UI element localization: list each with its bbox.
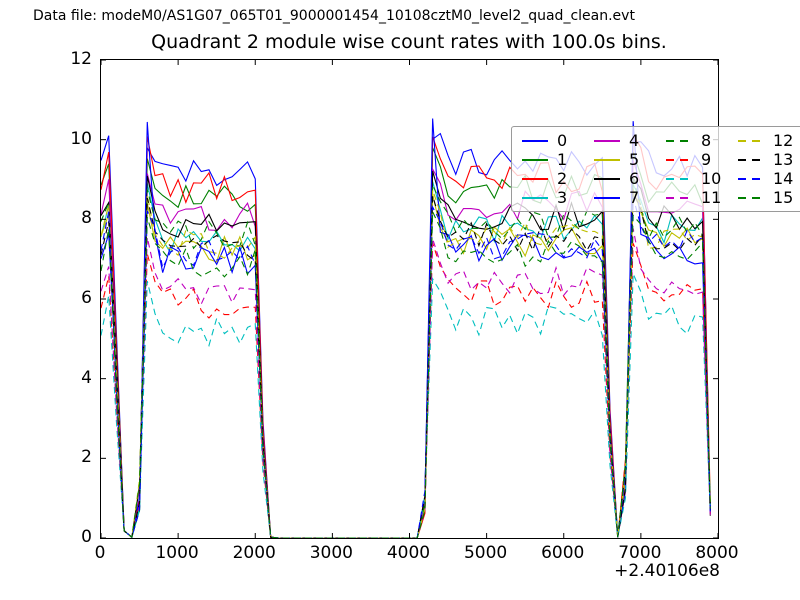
legend-item-5: 5 bbox=[594, 150, 666, 169]
y-tick-label-0: 0 bbox=[81, 527, 92, 547]
legend-label-4: 4 bbox=[629, 130, 640, 150]
legend-label-2: 2 bbox=[557, 168, 568, 188]
legend-item-4: 4 bbox=[594, 131, 666, 150]
legend-label-12: 12 bbox=[773, 130, 794, 150]
series-line-5 bbox=[101, 189, 711, 538]
x-tick-label-8000: 8000 bbox=[695, 543, 739, 563]
series-line-6 bbox=[101, 170, 711, 538]
legend-item-12: 12 bbox=[738, 131, 800, 150]
legend-line-swatch-2 bbox=[522, 177, 548, 180]
legend-item-6: 6 bbox=[594, 169, 666, 188]
legend-line-swatch-15 bbox=[738, 196, 764, 199]
legend-item-7: 7 bbox=[594, 188, 666, 207]
legend-label-11: 11 bbox=[701, 187, 722, 207]
series-line-9 bbox=[101, 242, 711, 538]
y-tick-label-4: 4 bbox=[81, 367, 92, 388]
legend-item-8: 8 bbox=[666, 131, 738, 150]
series-line-3 bbox=[101, 181, 711, 538]
legend-label-10: 10 bbox=[701, 168, 722, 188]
legend-item-13: 13 bbox=[738, 150, 800, 169]
legend-item-9: 9 bbox=[666, 150, 738, 169]
legend-item-14: 14 bbox=[738, 169, 800, 188]
legend-label-14: 14 bbox=[773, 168, 794, 188]
legend-label-3: 3 bbox=[557, 187, 568, 207]
legend-line-swatch-6 bbox=[594, 177, 620, 180]
legend-item-15: 15 bbox=[738, 188, 800, 207]
legend-line-swatch-12 bbox=[738, 139, 764, 142]
legend-label-5: 5 bbox=[629, 149, 640, 169]
legend-line-swatch-10 bbox=[666, 177, 692, 180]
y-tick-label-6: 6 bbox=[81, 288, 92, 308]
series-line-13 bbox=[101, 192, 711, 538]
legend-item-10: 10 bbox=[666, 169, 738, 188]
legend-label-6: 6 bbox=[629, 168, 640, 188]
legend-line-swatch-8 bbox=[666, 139, 692, 142]
legend-item-3: 3 bbox=[522, 188, 594, 207]
legend-line-swatch-4 bbox=[594, 139, 620, 142]
x-axis-offset-label: +2.40106e8 bbox=[614, 561, 720, 581]
legend-line-swatch-1 bbox=[522, 158, 548, 161]
legend-item-11: 11 bbox=[666, 188, 738, 207]
x-tick-label-4000: 4000 bbox=[386, 543, 431, 563]
legend-line-swatch-7 bbox=[594, 196, 620, 199]
legend-label-1: 1 bbox=[557, 149, 568, 169]
legend-line-swatch-3 bbox=[522, 196, 548, 199]
legend-label-15: 15 bbox=[773, 187, 794, 207]
legend-item-1: 1 bbox=[522, 150, 594, 169]
series-line-11 bbox=[101, 228, 711, 538]
legend-label-8: 8 bbox=[701, 130, 712, 150]
legend-item-0: 0 bbox=[522, 131, 594, 150]
legend-label-13: 13 bbox=[773, 149, 794, 169]
legend-line-swatch-0 bbox=[522, 139, 548, 142]
series-line-4 bbox=[101, 160, 711, 538]
y-tick-label-12: 12 bbox=[70, 49, 92, 69]
legend-label-0: 0 bbox=[557, 130, 568, 150]
y-tick-label-10: 10 bbox=[70, 128, 92, 149]
legend-line-swatch-5 bbox=[594, 158, 620, 161]
chart-title: Quadrant 2 module wise count rates with … bbox=[151, 31, 667, 53]
x-tick-label-0: 0 bbox=[94, 543, 106, 563]
legend-line-swatch-9 bbox=[666, 158, 692, 161]
plot-area: 0 1 2 3 4 5 6 7 8 9 10 11 12 13 14 15 bbox=[100, 59, 800, 539]
legend: 0 1 2 3 4 5 6 7 8 9 10 11 12 13 14 15 bbox=[511, 126, 800, 212]
legend-line-swatch-13 bbox=[738, 158, 764, 161]
x-tick-label-1000: 1000 bbox=[155, 543, 199, 563]
x-tick-label-7000: 7000 bbox=[618, 543, 662, 563]
series-line-10 bbox=[101, 273, 711, 538]
legend-item-2: 2 bbox=[522, 169, 594, 188]
series-line-15 bbox=[101, 211, 711, 538]
legend-label-9: 9 bbox=[701, 149, 712, 169]
series-line-7 bbox=[101, 118, 711, 538]
legend-label-7: 7 bbox=[629, 187, 640, 207]
x-tick-label-6000: 6000 bbox=[541, 543, 585, 563]
series-line-12 bbox=[101, 189, 711, 538]
legend-line-swatch-14 bbox=[738, 177, 764, 180]
x-tick-label-2000: 2000 bbox=[232, 543, 276, 563]
x-tick-label-5000: 5000 bbox=[463, 543, 508, 563]
legend-line-swatch-11 bbox=[666, 196, 692, 199]
series-line-14 bbox=[101, 197, 711, 538]
x-tick-label-3000: 3000 bbox=[309, 543, 353, 563]
y-tick-label-2: 2 bbox=[81, 447, 92, 468]
data-file-header: Data file: modeM0/AS1G07_065T01_90000014… bbox=[33, 8, 635, 24]
plot-svg bbox=[101, 60, 718, 538]
y-tick-label-8: 8 bbox=[81, 208, 92, 229]
